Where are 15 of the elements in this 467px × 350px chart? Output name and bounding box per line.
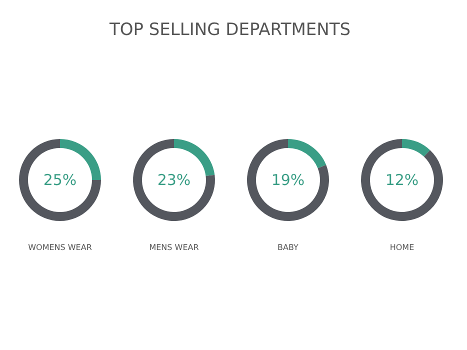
donut-slice xyxy=(361,139,443,221)
text: 25% xyxy=(43,171,77,189)
text: 12% xyxy=(385,171,419,189)
text: MENS WEAR xyxy=(149,243,200,252)
donut-slice xyxy=(19,139,101,221)
donut-slice xyxy=(288,139,326,168)
donut-slice xyxy=(247,139,329,221)
donut-slice xyxy=(133,139,215,221)
text: BABY xyxy=(278,243,299,252)
text: HOME xyxy=(390,243,414,252)
text: TOP SELLING DEPARTMENTS xyxy=(108,20,351,40)
text: 19% xyxy=(271,171,305,189)
text: WOMENS WEAR xyxy=(28,243,92,252)
text: 23% xyxy=(157,171,191,189)
donut-slice xyxy=(402,139,430,157)
